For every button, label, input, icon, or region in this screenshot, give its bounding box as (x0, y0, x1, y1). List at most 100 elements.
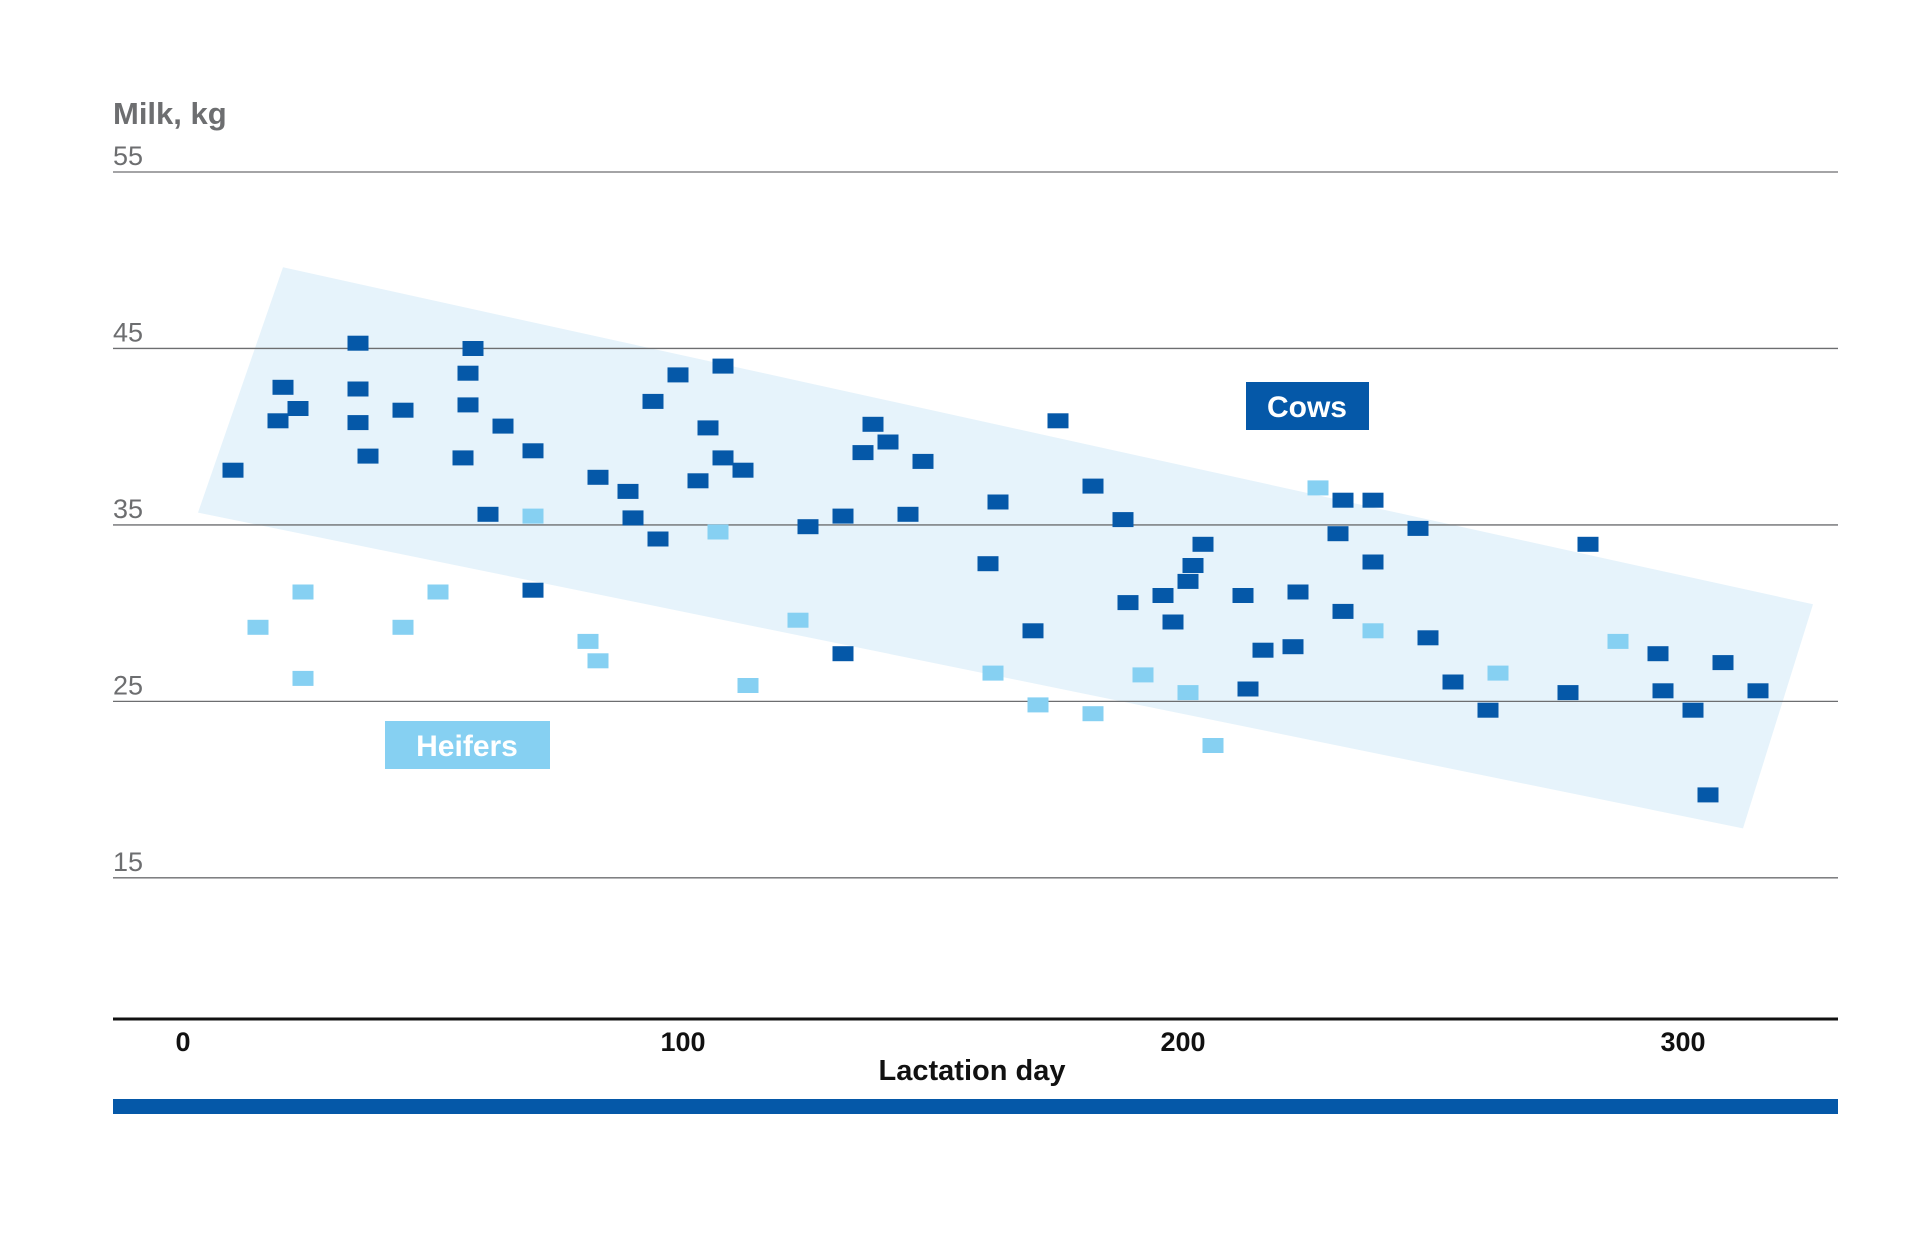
x-tick-label-100: 100 (660, 1027, 705, 1057)
cows-point-32 (862, 416, 884, 432)
y-tick-label-15: 15 (113, 847, 143, 877)
data-points (222, 335, 1769, 803)
cows-point-20 (642, 393, 664, 409)
cows-point-9 (452, 450, 474, 466)
cows-point-10 (457, 365, 479, 381)
y-tick-label-45: 45 (113, 317, 143, 347)
cows-point-54 (1332, 492, 1354, 508)
bottom-accent-bar (113, 1099, 1838, 1114)
cows-point-51 (1282, 639, 1304, 655)
cows-range-band-shape (198, 267, 1813, 829)
cows-point-37 (987, 494, 1009, 510)
x-tick-labels: 0 100 200 300 (175, 1027, 1705, 1057)
cows-point-23 (687, 473, 709, 489)
cows-point-18 (617, 483, 639, 499)
cows-point-69 (1747, 683, 1769, 699)
cows-point-7 (357, 448, 379, 464)
x-tick-label-300: 300 (1660, 1027, 1705, 1057)
cows-point-60 (1442, 674, 1464, 690)
legend-cows-box (1246, 382, 1369, 430)
heifers-point-9 (737, 678, 759, 693)
cows-point-41 (1112, 512, 1134, 528)
cows-point-31 (852, 445, 874, 461)
heifers-point-0 (247, 619, 269, 635)
cows-point-59 (1417, 630, 1439, 646)
cows-point-2 (272, 379, 294, 395)
cows-point-68 (1712, 655, 1734, 671)
cows-point-43 (1152, 588, 1174, 603)
cows-point-39 (1047, 413, 1069, 429)
legend-cows-label: Cows (1267, 391, 1347, 424)
cows-point-29 (832, 646, 854, 662)
cows-point-13 (477, 506, 499, 522)
heifers-point-4 (427, 584, 449, 600)
cows-point-12 (462, 341, 484, 356)
cows-point-65 (1652, 683, 1674, 699)
cows-point-17 (587, 469, 609, 485)
cows-point-61 (1477, 702, 1499, 718)
cows-point-8 (392, 402, 414, 418)
heifers-point-12 (1027, 697, 1049, 713)
cows-point-50 (1252, 642, 1274, 658)
cows-point-47 (1192, 536, 1214, 552)
cows-point-28 (797, 519, 819, 535)
heifers-point-16 (1202, 738, 1224, 753)
cows-point-34 (897, 506, 919, 522)
heifers-point-6 (577, 633, 599, 649)
y-tick-label-55: 55 (113, 141, 143, 171)
cows-point-21 (647, 531, 669, 547)
cows-point-56 (1362, 492, 1384, 508)
heifers-point-2 (292, 670, 314, 686)
y-axis-label: Milk, kg (113, 96, 227, 131)
cows-point-5 (347, 381, 369, 397)
cows-point-1 (267, 413, 289, 429)
heifers-point-18 (1362, 623, 1384, 639)
cows-point-25 (712, 450, 734, 466)
legend-heifers-box (385, 721, 550, 769)
cows-point-42 (1117, 595, 1139, 611)
legend-heifers-label: Heifers (416, 730, 518, 763)
heifers-point-10 (787, 612, 809, 628)
legend-heifers: Heifers (385, 721, 550, 769)
cows-point-24 (697, 420, 719, 436)
cows-point-40 (1082, 478, 1104, 494)
cows-point-4 (347, 335, 369, 351)
cows-range-band (198, 267, 1813, 829)
cows-point-38 (1022, 623, 1044, 639)
cows-point-6 (347, 415, 369, 431)
cows-point-64 (1647, 646, 1669, 662)
cows-point-30 (832, 508, 854, 524)
y-tick-label-25: 25 (113, 670, 143, 700)
cows-point-35 (912, 453, 934, 469)
cows-point-44 (1162, 614, 1184, 630)
cows-point-58 (1407, 520, 1429, 536)
cows-point-55 (1332, 603, 1354, 619)
heifers-point-17 (1307, 480, 1329, 496)
cows-point-14 (492, 418, 514, 434)
heifers-point-19 (1487, 665, 1509, 681)
cows-point-48 (1232, 588, 1254, 603)
x-tick-label-0: 0 (175, 1027, 190, 1057)
cows-point-45 (1177, 573, 1199, 589)
cows-point-16 (522, 582, 544, 598)
cows-point-49 (1237, 681, 1259, 697)
cows-point-19 (622, 510, 644, 526)
heifers-point-8 (707, 524, 729, 540)
cows-point-33 (877, 434, 899, 450)
cows-point-0 (222, 462, 244, 478)
heifers-point-7 (587, 653, 609, 669)
x-tick-label-200: 200 (1160, 1027, 1205, 1057)
cows-point-67 (1697, 787, 1719, 803)
cows-point-11 (457, 397, 479, 413)
legend-cows: Cows (1246, 382, 1369, 430)
cows-point-57 (1362, 554, 1384, 570)
cows-point-63 (1577, 536, 1599, 552)
cows-point-53 (1327, 526, 1349, 542)
x-axis-label: Lactation day (879, 1055, 1066, 1087)
heifers-point-11 (982, 665, 1004, 681)
heifers-point-1 (292, 584, 314, 600)
cows-point-22 (667, 367, 689, 383)
cows-point-27 (732, 462, 754, 478)
heifers-point-15 (1177, 685, 1199, 701)
cows-point-62 (1557, 685, 1579, 701)
